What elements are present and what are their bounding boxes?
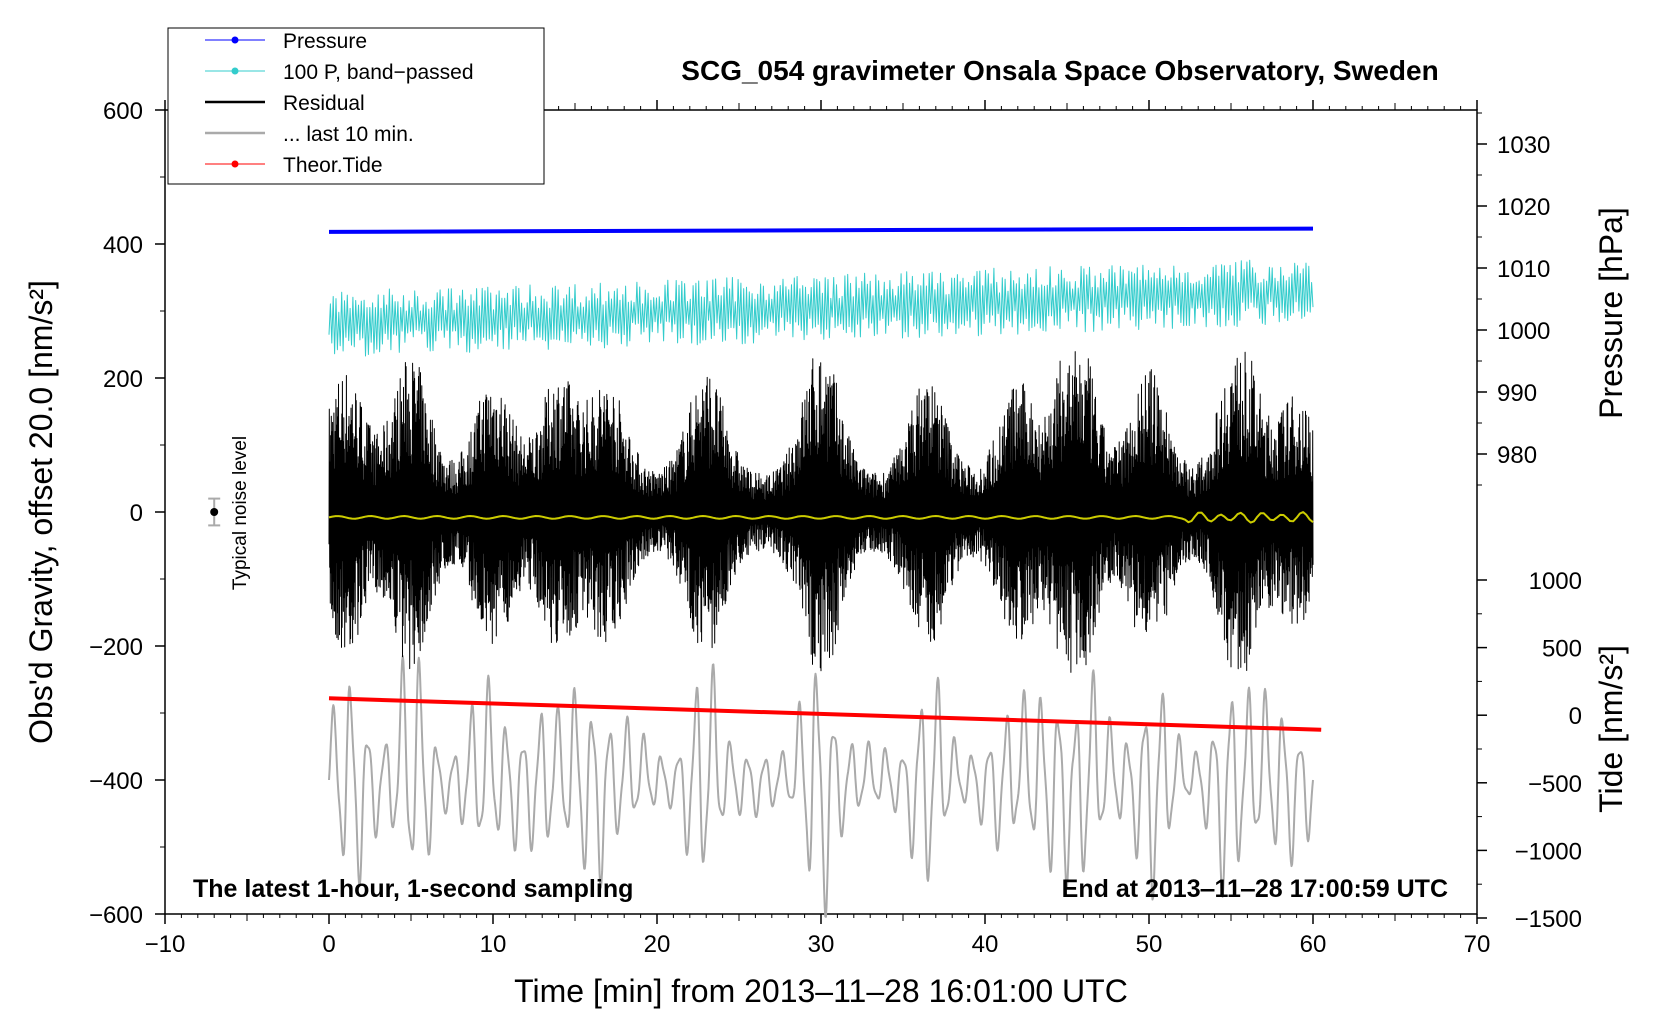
y-tick-label: −600 (89, 902, 143, 929)
y-tick-label: −200 (89, 634, 143, 661)
x-tick-label: 50 (1136, 931, 1163, 958)
legend-label: Residual (283, 92, 365, 115)
series-residual (328, 351, 1314, 673)
pressure-tick-label: 1010 (1497, 256, 1550, 283)
y-axis-label-pressure: Pressure [hPa] (1593, 207, 1629, 419)
y-tick-label: 400 (103, 232, 143, 259)
noise-level-bar (208, 497, 221, 527)
legend-label: Theor.Tide (283, 154, 383, 177)
legend-label: Pressure (283, 30, 367, 53)
series-pressure (328, 226, 1314, 234)
y-axis-label-left: Obs'd Gravity, offset 20.0 [nm/s²] (23, 280, 59, 744)
legend-marker (231, 67, 239, 75)
tide-tick-label: −1000 (1515, 838, 1582, 865)
note-end-time: End at 2013‒11‒28 17:00:59 UTC (1062, 875, 1448, 903)
pressure-tick-label: 1000 (1497, 318, 1550, 345)
legend: Pressure 100 P, band−passed Residual ... la… (205, 30, 474, 177)
y-tick-label: 0 (130, 500, 143, 527)
noise-point (210, 508, 219, 516)
series-residual-smoothed (328, 511, 1314, 524)
y-tick-label: 200 (103, 366, 143, 393)
series-layer (328, 226, 1322, 918)
series-last-10-min (328, 655, 1314, 918)
tide-tick-label: −1500 (1515, 906, 1582, 933)
pressure-tick-label: 1020 (1497, 194, 1550, 221)
x-tick-label: 10 (480, 931, 507, 958)
x-tick-label: 0 (322, 931, 335, 958)
pressure-tick-label: 990 (1497, 380, 1537, 407)
x-tick-label: 30 (808, 931, 835, 958)
tide-tick-label: 0 (1569, 703, 1582, 730)
x-tick-label: 70 (1464, 931, 1491, 958)
series-theor-tide (328, 696, 1322, 732)
legend-box (167, 27, 545, 185)
axis-ticks: −10 0 10 20 30 40 50 60 706004002000−200−400−600… (89, 98, 1582, 958)
legend-marker (231, 36, 239, 44)
chart-title: SCG_054 gravimeter Onsala Space Observat… (681, 55, 1438, 86)
x-tick-label: 40 (972, 931, 999, 958)
y-tick-label: 600 (103, 98, 143, 125)
series-band-passed-pressure (328, 259, 1314, 357)
x-tick-label: 20 (644, 931, 671, 958)
legend-marker (231, 160, 239, 168)
legend-label: 100 P, band−passed (283, 61, 474, 84)
tide-tick-label: 1000 (1529, 568, 1582, 595)
pressure-tick-label: 980 (1497, 442, 1537, 469)
y-axis-label-tide: Tide [nm/s²] (1593, 645, 1629, 813)
legend-label: ... last 10 min. (283, 123, 414, 146)
tide-tick-label: −500 (1528, 771, 1582, 798)
note-sampling: The latest 1‑hour, 1‑second sampling (193, 875, 633, 903)
x-axis-label: Time [min] from 2013‒11‒28 16:01:00 UTC (514, 973, 1128, 1009)
x-tick-label: 60 (1300, 931, 1327, 958)
noise-level-label: Typical noise level (230, 436, 251, 590)
tide-tick-label: 500 (1542, 636, 1582, 663)
x-tick-label: −10 (145, 931, 186, 958)
y-tick-label: −400 (89, 768, 143, 795)
pressure-tick-label: 1030 (1497, 132, 1550, 159)
